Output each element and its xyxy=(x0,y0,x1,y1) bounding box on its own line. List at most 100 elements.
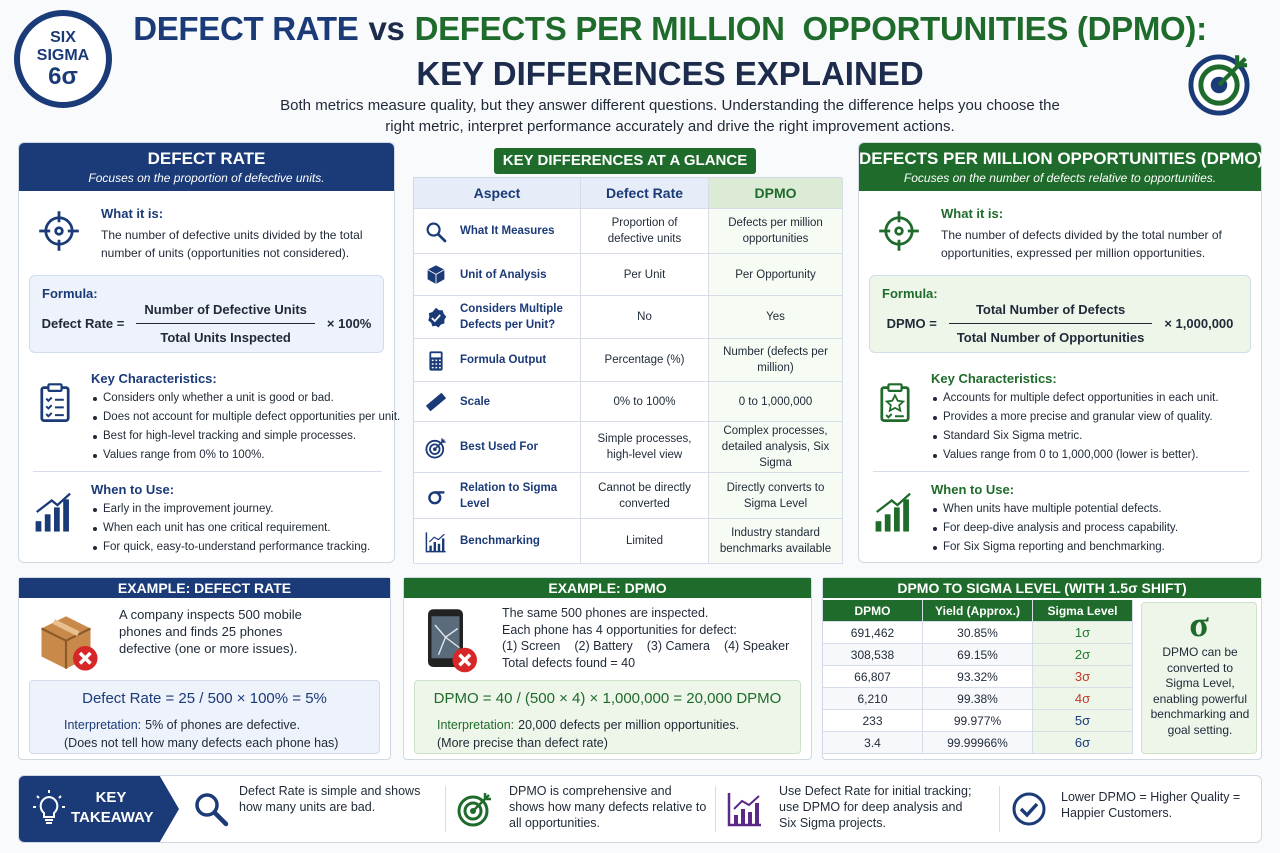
growth-icon xyxy=(31,489,77,535)
phone-icon xyxy=(414,604,484,674)
table-cell: 0% to 100% xyxy=(581,382,709,422)
section-heading: When to Use: xyxy=(91,482,175,497)
icon-shape xyxy=(437,543,441,551)
icon-shape xyxy=(434,624,460,656)
icon-shape xyxy=(45,396,64,418)
icon-shape xyxy=(426,392,446,412)
sigma-text: 3σ xyxy=(1074,668,1091,684)
row-icon xyxy=(424,220,448,244)
clipboard-icon xyxy=(33,377,77,429)
bullet-list: Accounts for multiple defect opportuniti… xyxy=(931,389,1219,465)
sigma-cell: 2σ xyxy=(1033,644,1133,666)
sigma-text: Yield (Approx.) xyxy=(935,603,1020,618)
icon-shape xyxy=(1012,792,1046,826)
opportunity: (2) Battery xyxy=(574,639,633,653)
sigma-cell: 99.99966% xyxy=(923,732,1033,754)
sigma-header-cell: Sigma Level xyxy=(1033,600,1133,622)
icon-shape xyxy=(733,795,760,810)
takeaway-word: TAKEAWAY xyxy=(71,809,154,826)
icon-shape xyxy=(427,265,445,284)
table-cell: What It Measures xyxy=(414,209,581,254)
icon-shape xyxy=(463,801,483,821)
table-header-cell: Defect Rate xyxy=(581,178,709,209)
takeaway-icon xyxy=(191,789,231,829)
section-heading: What it is: xyxy=(101,206,164,221)
icon-shape xyxy=(894,507,900,532)
sigma-cell: 233 xyxy=(823,710,923,732)
sigma-header-cell: Yield (Approx.) xyxy=(923,600,1033,622)
sigma-header-cell: DPMO xyxy=(823,600,923,622)
icon-shape xyxy=(429,350,443,371)
section-heading: What it is: xyxy=(941,206,1004,221)
opportunity: (3) Camera xyxy=(646,639,710,653)
aspect-text: Benchmarking xyxy=(460,535,540,547)
bullet-list: Considers only whether a unit is good or… xyxy=(91,389,400,465)
formula-heading: Formula: xyxy=(42,286,98,301)
icon-shape xyxy=(437,232,447,242)
icon-shape xyxy=(36,492,71,513)
icon-shape xyxy=(434,437,446,450)
table-cell: Per Unit xyxy=(581,254,709,296)
sigma-text: 93.32% xyxy=(957,669,998,684)
cell-text: Defects per million opportunities xyxy=(728,217,823,245)
title-part: DEFECT RATE xyxy=(133,10,359,47)
icon-shape xyxy=(457,793,491,827)
clipboard-icon xyxy=(873,377,917,429)
bullet: When units have multiple potential defec… xyxy=(931,500,1178,519)
sigma-text: 6,210 xyxy=(857,691,888,706)
cell-text: No xyxy=(637,311,652,323)
icon-shape xyxy=(427,269,445,284)
comparison-table: Aspect Defect Rate DPMO What It Measures Pro… xyxy=(413,177,843,564)
sigma-cell: 5σ xyxy=(1033,710,1133,732)
denominator: Total Number of Opportunities xyxy=(956,329,1145,345)
panel-title: DEFECTS PER MILLION OPPORTUNITIES (DPMO) xyxy=(859,149,1264,168)
divider xyxy=(445,786,446,832)
subtitle: right metric, interpret performance accu… xyxy=(385,118,955,135)
sigma-text: 691,462 xyxy=(850,625,895,640)
icon-shape xyxy=(875,492,911,532)
bullet: Accounts for multiple defect opportuniti… xyxy=(931,389,1219,408)
sigma-cell: 99.38% xyxy=(923,688,1033,710)
divider xyxy=(999,786,1000,832)
calculation-box: Defect Rate = 25 / 500 × 100% = 5% Interp… xyxy=(29,680,380,754)
table-cell: Relation to Sigma Level xyxy=(414,473,581,519)
icon-shape xyxy=(442,537,445,551)
denominator: Total Units Inspected xyxy=(160,329,291,345)
icon-shape xyxy=(903,499,909,532)
opportunity: (1) Screen xyxy=(502,639,561,653)
header-text: DPMO xyxy=(754,185,797,201)
crosshair-icon xyxy=(37,209,81,253)
example-box: DPMO TO SIGMA LEVEL (WITH 1.5σ SHIFT) DPM… xyxy=(822,577,1262,760)
panel-subtitle: Focuses on the number of defects relativ… xyxy=(903,171,1217,185)
icon-shape xyxy=(1198,64,1240,106)
formula: DPMO = Total Number of Defects Total Numbe… xyxy=(870,298,1250,348)
target-logo xyxy=(1186,52,1252,118)
cell-text: Per Opportunity xyxy=(735,268,816,281)
example-line: Total defects found = 40 xyxy=(502,655,636,670)
sigma-text: 69.15% xyxy=(957,647,998,662)
icon-shape xyxy=(195,793,229,827)
icon-shape xyxy=(887,383,903,392)
table-cell: Unit of Analysis xyxy=(414,254,581,296)
icon-shape xyxy=(433,541,436,551)
icon-shape xyxy=(755,803,759,824)
icon-shape xyxy=(727,793,761,827)
fraction-line xyxy=(948,322,1153,324)
bullet: For quick, easy-to-understand performanc… xyxy=(91,538,370,557)
table-cell: Cannot be directly converted xyxy=(581,473,709,519)
formula-box: Formula: Defect Rate = Number of Defective… xyxy=(29,275,384,353)
icon-shape xyxy=(426,222,441,237)
icon-shape xyxy=(35,492,71,532)
icon-shape xyxy=(425,531,446,552)
takeaway-icon xyxy=(455,789,495,829)
table-header-cell: Aspect xyxy=(414,178,581,209)
sigma-note: DPMO can be converted to Sigma Level, en… xyxy=(1150,645,1250,737)
formula-heading: Formula: xyxy=(882,286,938,301)
icon-shape xyxy=(47,383,63,392)
icon-shape xyxy=(54,226,64,236)
aspect-text: Relation to Sigma Level xyxy=(460,481,558,510)
icon-shape xyxy=(428,533,445,542)
section-heading: Key Characteristics: xyxy=(931,371,1057,386)
logo-text: SIX xyxy=(50,29,76,46)
row-icon xyxy=(424,349,448,373)
